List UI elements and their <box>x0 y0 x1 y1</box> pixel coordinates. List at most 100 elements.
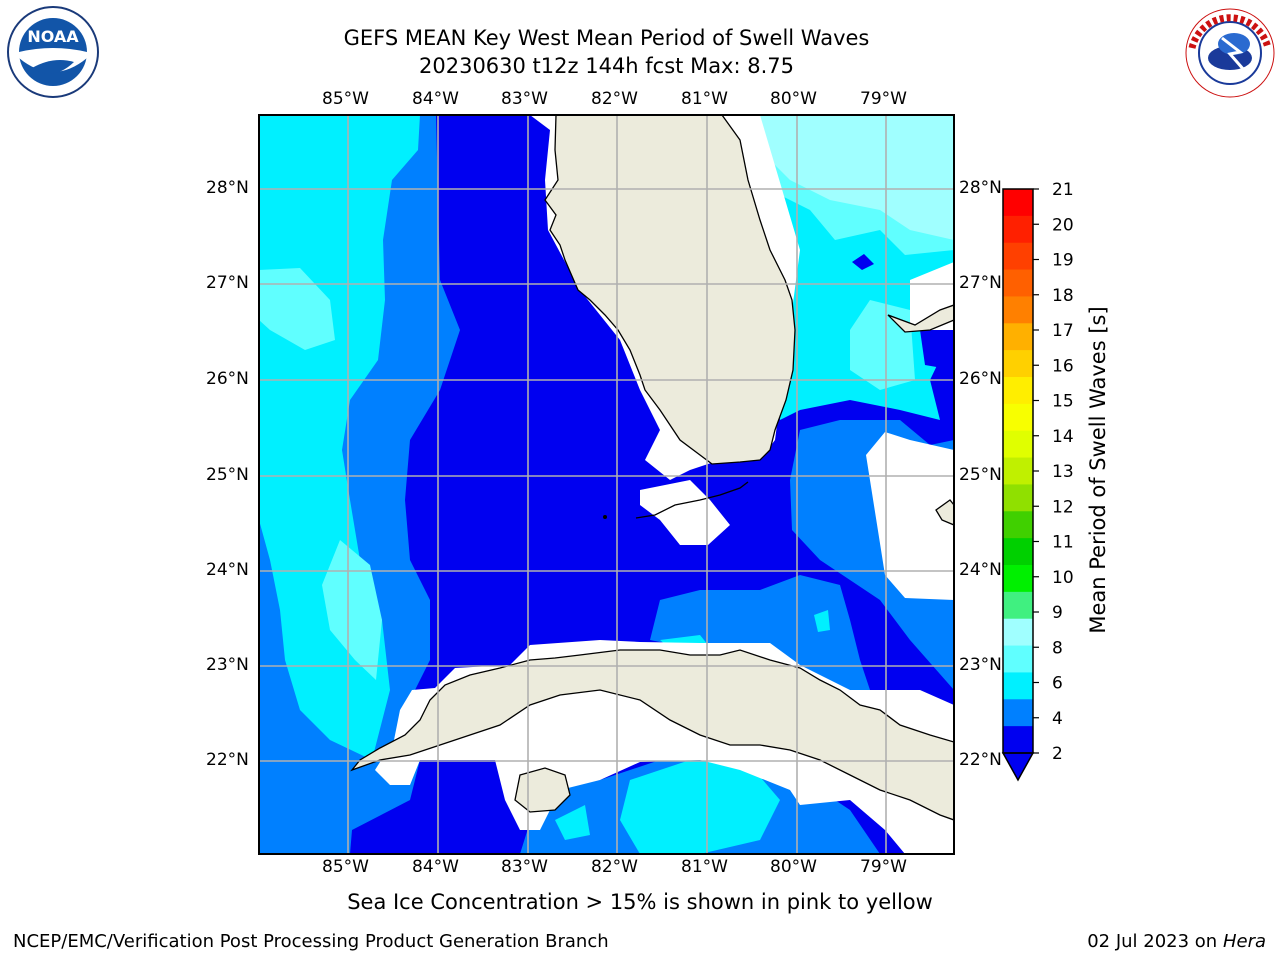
colorbar-segment <box>1003 457 1033 485</box>
colorbar-tick-label: 19 <box>1052 251 1074 271</box>
colorbar-segment <box>1003 538 1033 566</box>
colorbar-tick-label: 15 <box>1052 392 1074 412</box>
sea-ice-caption: Sea Ice Concentration > 15% is shown in … <box>347 890 933 914</box>
colorbar-segment <box>1003 726 1033 754</box>
top-lon-label: 79°W <box>860 89 907 109</box>
colorbar-tick-label: 4 <box>1052 709 1063 729</box>
gridlines <box>259 115 954 854</box>
top-lon-label: 81°W <box>681 89 728 109</box>
bottom-lon-label: 80°W <box>770 857 817 877</box>
colorbar-tick-label: 21 <box>1052 180 1074 200</box>
band-6-8-lower <box>620 760 780 854</box>
right-lat-label: 22°N <box>959 750 1002 770</box>
colorbar-segment <box>1003 296 1033 324</box>
band-8-9-west <box>259 268 335 350</box>
band-6-8-patch <box>555 805 590 840</box>
bottom-lon-label: 81°W <box>681 857 728 877</box>
colorbar-segment <box>1003 189 1033 217</box>
colorbar-segment <box>1003 430 1033 459</box>
bottom-lon-label: 85°W <box>322 857 369 877</box>
colorbar-segment <box>1003 403 1033 432</box>
left-lat-label: 26°N <box>206 369 249 389</box>
right-lat-label: 27°N <box>959 273 1002 293</box>
land-bahamas <box>887 304 954 333</box>
colorbar-segment <box>1003 672 1033 700</box>
colorbar-tick-label: 11 <box>1052 533 1074 553</box>
colorbar-tick-label: 16 <box>1052 356 1074 376</box>
colorbar-segment <box>1003 323 1033 351</box>
colorbar-tick-label: 2 <box>1052 744 1063 764</box>
footer-branch: NCEP/EMC/Verification Post Processing Pr… <box>13 931 609 952</box>
colorbar-segment <box>1003 269 1033 297</box>
colorbar: 21 20 19 18 17 16 15 14 13 12 11 10 9 8 6 4 2 <box>1001 180 1074 782</box>
swell-field <box>259 115 954 854</box>
colorbar-extend-triangle <box>1001 752 1035 782</box>
footer-date-text: 02 Jul 2023 on <box>1087 931 1223 952</box>
colorbar-segment <box>1003 565 1033 593</box>
colorbar-tick-label: 20 <box>1052 215 1074 235</box>
colorbar-tick-label: 18 <box>1052 286 1074 306</box>
florida-keys <box>635 481 749 519</box>
bottom-lon-label: 82°W <box>591 857 638 877</box>
map-frame <box>258 114 955 855</box>
left-lat-label: 27°N <box>206 273 249 293</box>
band-2-4-dot <box>852 254 874 270</box>
left-lat-label: 25°N <box>206 465 249 485</box>
left-lat-label: 22°N <box>206 750 249 770</box>
footer-host: Hera <box>1222 931 1266 952</box>
band-2-4-dot-2 <box>484 205 494 213</box>
nws-logo <box>1185 8 1275 98</box>
svg-text:NOAA: NOAA <box>27 27 79 46</box>
colorbar-segment <box>1003 511 1033 539</box>
right-lat-label: 24°N <box>959 560 1002 580</box>
colorbar-segment <box>1003 215 1033 244</box>
colorbar-tick-label: 9 <box>1052 603 1063 623</box>
top-lon-label: 80°W <box>770 89 817 109</box>
no-data-bahamas <box>866 432 954 600</box>
colorbar-tick-label: 13 <box>1052 462 1074 482</box>
colorbar-tick-label: 8 <box>1052 638 1063 658</box>
land-bahamas-2 <box>935 499 954 526</box>
land-florida <box>544 115 796 465</box>
chart-title: GEFS MEAN Key West Mean Period of Swell … <box>343 26 870 50</box>
colorbar-tick-label: 10 <box>1052 568 1074 588</box>
band-8-9-southwest <box>322 540 382 680</box>
right-lat-label: 28°N <box>959 178 1002 198</box>
left-lat-label: 28°N <box>206 178 249 198</box>
colorbar-segment <box>1003 699 1033 727</box>
left-lat-label: 24°N <box>206 560 249 580</box>
colorbar-segment <box>1003 618 1033 647</box>
top-lon-label: 84°W <box>412 89 459 109</box>
band-9-10-east <box>752 115 954 240</box>
bottom-lon-label: 83°W <box>501 857 548 877</box>
band-6-8-patch-2 <box>814 610 830 632</box>
bottom-lon-label: 79°W <box>860 857 907 877</box>
top-lon-label: 82°W <box>591 89 638 109</box>
right-lat-label: 23°N <box>959 655 1002 675</box>
colorbar-segment <box>1003 377 1033 405</box>
colorbar-tick-label: 14 <box>1052 427 1074 447</box>
colorbar-tick-label: 6 <box>1052 674 1063 694</box>
land-cuba <box>350 649 954 821</box>
bottom-lon-label: 84°W <box>412 857 459 877</box>
noaa-logo: NOAA <box>7 6 99 98</box>
colorbar-tick-label: 17 <box>1052 321 1074 341</box>
colorbar-label: Mean Period of Swell Waves [s] <box>1086 306 1110 633</box>
footer-date: 02 Jul 2023 on Hera <box>1087 931 1266 952</box>
left-lat-label: 23°N <box>206 655 249 675</box>
right-lat-label: 25°N <box>959 465 1002 485</box>
key-dot <box>603 515 607 519</box>
top-lon-label: 83°W <box>501 89 548 109</box>
colorbar-tick-label: 12 <box>1052 497 1074 517</box>
colorbar-segment <box>1003 242 1033 271</box>
band-2-4-bahamas <box>920 330 954 370</box>
right-lat-label: 26°N <box>959 369 1002 389</box>
colorbar-segment <box>1003 350 1033 378</box>
colorbar-segment <box>1003 645 1033 673</box>
top-lon-label: 85°W <box>322 89 369 109</box>
colorbar-segment <box>1003 591 1033 620</box>
colorbar-segment <box>1003 484 1033 512</box>
chart-subtitle: 20230630 t12z 144h fcst Max: 8.75 <box>419 54 794 78</box>
